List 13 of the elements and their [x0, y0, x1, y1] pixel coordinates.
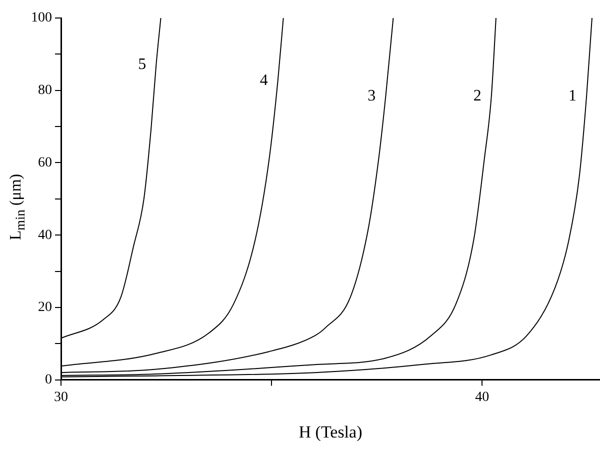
series-label: 4 — [260, 72, 268, 89]
y-tick-label: 80 — [38, 83, 52, 98]
x-axis-title: H (Tesla) — [298, 422, 362, 442]
y-tick-label: 60 — [38, 155, 52, 170]
y-tick-label: 40 — [38, 228, 52, 243]
y-tick-label: 100 — [31, 10, 52, 26]
series-label: 1 — [568, 88, 577, 105]
y-tick-label: 20 — [38, 300, 52, 316]
series-label: 5 — [138, 56, 146, 73]
x-tick-label: 30 — [54, 390, 68, 405]
y-tick-label: 0 — [45, 372, 52, 388]
series-label: 3 — [368, 88, 376, 105]
series-label: 2 — [473, 88, 482, 105]
